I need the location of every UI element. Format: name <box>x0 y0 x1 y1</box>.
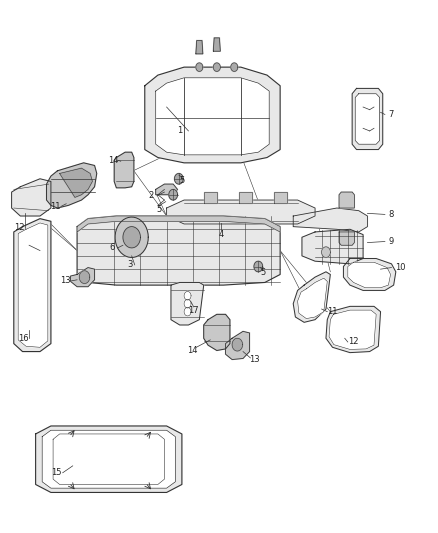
Polygon shape <box>77 216 280 285</box>
Polygon shape <box>355 94 380 144</box>
Polygon shape <box>204 314 230 351</box>
Text: 9: 9 <box>389 237 394 246</box>
Polygon shape <box>46 163 97 208</box>
Polygon shape <box>115 217 148 257</box>
Polygon shape <box>339 192 354 208</box>
Polygon shape <box>274 192 287 203</box>
Polygon shape <box>145 67 280 163</box>
Polygon shape <box>321 247 330 257</box>
Text: 12: 12 <box>14 223 24 232</box>
Text: 15: 15 <box>51 469 62 477</box>
Text: 1: 1 <box>177 126 182 135</box>
Polygon shape <box>293 208 367 232</box>
Polygon shape <box>174 173 183 184</box>
Polygon shape <box>77 216 280 232</box>
Polygon shape <box>184 300 191 308</box>
Polygon shape <box>352 88 383 150</box>
Text: 14: 14 <box>187 346 197 355</box>
Polygon shape <box>204 192 217 203</box>
Polygon shape <box>18 223 48 348</box>
Text: 5: 5 <box>260 269 265 277</box>
Text: 16: 16 <box>18 334 29 343</box>
Polygon shape <box>339 232 354 245</box>
Polygon shape <box>53 434 164 484</box>
Polygon shape <box>302 229 363 264</box>
Polygon shape <box>12 179 51 216</box>
Polygon shape <box>166 200 315 224</box>
Text: 4: 4 <box>219 230 224 239</box>
Text: 13: 13 <box>250 355 260 364</box>
Text: 17: 17 <box>188 305 199 314</box>
Polygon shape <box>14 219 51 352</box>
Polygon shape <box>213 63 220 71</box>
Polygon shape <box>348 262 391 288</box>
Polygon shape <box>293 272 330 322</box>
Polygon shape <box>42 430 175 488</box>
Text: 5: 5 <box>179 176 184 185</box>
Polygon shape <box>60 168 92 197</box>
Polygon shape <box>184 308 191 316</box>
Text: 13: 13 <box>60 276 71 285</box>
Text: 5: 5 <box>156 205 161 214</box>
Polygon shape <box>155 184 177 195</box>
Polygon shape <box>169 189 177 200</box>
Polygon shape <box>196 63 203 71</box>
Text: 7: 7 <box>389 110 394 119</box>
Text: 8: 8 <box>389 210 394 219</box>
Polygon shape <box>79 271 90 284</box>
Polygon shape <box>196 41 203 54</box>
Text: 6: 6 <box>110 244 115 253</box>
Polygon shape <box>239 192 252 203</box>
Polygon shape <box>254 261 263 272</box>
Polygon shape <box>326 306 381 353</box>
Polygon shape <box>184 292 191 300</box>
Text: 3: 3 <box>127 261 132 269</box>
Polygon shape <box>297 278 327 319</box>
Text: 10: 10 <box>395 263 406 272</box>
Text: 2: 2 <box>148 191 154 200</box>
Polygon shape <box>226 332 250 360</box>
Polygon shape <box>155 78 269 155</box>
Polygon shape <box>213 38 220 51</box>
Text: 14: 14 <box>108 156 119 165</box>
Text: 11: 11 <box>327 307 338 316</box>
Text: 12: 12 <box>348 337 359 346</box>
Polygon shape <box>114 152 134 188</box>
Polygon shape <box>232 338 243 351</box>
Polygon shape <box>171 282 204 325</box>
Polygon shape <box>231 63 238 71</box>
Polygon shape <box>343 259 396 290</box>
Text: 11: 11 <box>50 202 60 211</box>
Polygon shape <box>123 227 141 248</box>
Polygon shape <box>329 310 376 350</box>
Polygon shape <box>71 268 95 287</box>
Polygon shape <box>35 426 182 492</box>
